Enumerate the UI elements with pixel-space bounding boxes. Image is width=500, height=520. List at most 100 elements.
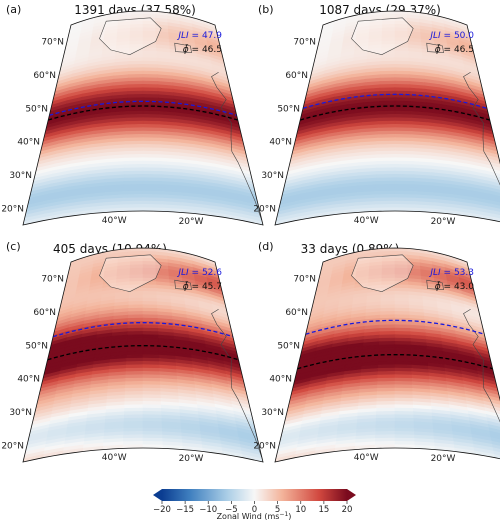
wind-cell [483, 400, 500, 410]
phi-line [300, 105, 490, 121]
lon-tick-label: 40°W [102, 216, 127, 226]
lat-tick-label: 30°N [9, 171, 32, 181]
wind-cell [490, 200, 500, 209]
phi-symbol: ϕ̄ [183, 280, 189, 292]
lat-tick-label: 30°N [261, 408, 284, 418]
iceland-coastline [174, 42, 192, 54]
panel-label: (b) [258, 3, 274, 16]
wind-cell [492, 447, 500, 456]
wind-cell [491, 207, 500, 216]
colorbar-tick-label: 0 [252, 505, 257, 515]
panel-a: (a) 1391 days (37.58%) 70°N60°N50°N40°N3… [1, 3, 264, 227]
jli-value: = 47.9 [189, 31, 223, 41]
panel-label: (d) [258, 240, 274, 253]
wind-cell [487, 424, 500, 433]
iceland-coastline [426, 279, 444, 291]
wind-cell [485, 176, 500, 186]
jli-label: JLI [428, 268, 441, 278]
jli-value: = 50.0 [441, 31, 475, 41]
lon-tick-label: 40°W [354, 453, 379, 463]
lat-tick-label: 40°N [269, 138, 292, 148]
jli-label: JLI [176, 268, 189, 278]
phi-value: = 43.0 [441, 282, 475, 292]
jli-annotation: JLI = 52.6 [176, 268, 222, 278]
map-frame [22, 10, 264, 226]
colorbar-tick-label: −10 [199, 505, 217, 515]
lat-tick-label: 40°N [17, 375, 40, 385]
colorbar-tick-label: −20 [153, 505, 171, 515]
wind-cell [493, 213, 500, 223]
wind-cell [484, 170, 500, 179]
colorbar-label: Zonal Wind (ms−1) [217, 511, 292, 520]
europe-coastline [211, 72, 263, 222]
lat-tick-label: 60°N [33, 308, 56, 318]
europe-coastline [211, 309, 263, 459]
lat-tick-label: 30°N [261, 171, 284, 181]
jli-line [302, 93, 488, 109]
wind-field [23, 11, 263, 225]
colorbar-tick-label: 5 [275, 505, 280, 515]
colorbar-gradient [162, 489, 347, 501]
wind-cell [490, 437, 500, 446]
panel-label: (a) [6, 3, 21, 16]
colorbar-extend-low [153, 489, 162, 501]
colorbar-tick-label: 10 [295, 505, 306, 515]
wind-field [275, 11, 500, 225]
phi-symbol: ϕ̄ [183, 43, 189, 55]
lon-tick-label: 20°W [179, 217, 204, 227]
wind-cell [487, 187, 500, 196]
wind-cell [488, 427, 500, 436]
panel-c: (c) 405 days (10.94%) 70°N60°N50°N40°N30… [1, 240, 264, 464]
lat-tick-label: 20°N [253, 441, 276, 451]
jli-line [305, 319, 485, 335]
lat-tick-label: 60°N [285, 308, 308, 318]
colorbar-tick-label: 15 [318, 505, 329, 515]
lat-tick-label: 40°N [269, 375, 292, 385]
wind-cell [487, 183, 500, 193]
jli-annotation: JLI = 53.3 [428, 268, 474, 278]
lat-tick-label: 70°N [293, 38, 316, 48]
lat-tick-label: 20°N [1, 204, 24, 214]
greenland-coastline [351, 17, 414, 56]
greenland-coastline [351, 254, 414, 293]
wind-cell [483, 166, 500, 176]
lon-tick-label: 40°W [102, 453, 127, 463]
lat-tick-label: 50°N [25, 341, 48, 351]
wind-cell [488, 190, 500, 199]
greenland-coastline [99, 17, 162, 56]
wind-cell [493, 454, 500, 462]
jli-annotation: JLI = 50.0 [428, 31, 474, 41]
jli-value: = 52.6 [189, 268, 223, 278]
colorbar-label-sup: −1 [279, 511, 288, 518]
iceland-coastline [174, 279, 192, 291]
phi-line [48, 105, 238, 121]
panel-b: (b) 1087 days (29.37%) 70°N60°N50°N40°N3… [253, 3, 500, 227]
jli-annotation: JLI = 47.9 [176, 31, 222, 41]
lon-tick-label: 20°W [431, 454, 456, 464]
wind-cell [484, 407, 500, 416]
lat-tick-label: 50°N [277, 104, 300, 114]
colorbar-label-main: Zonal Wind (ms [217, 512, 280, 520]
phi-line [47, 345, 239, 361]
lat-tick-label: 70°N [293, 275, 316, 285]
lon-tick-label: 20°W [431, 217, 456, 227]
wind-cell [481, 156, 500, 166]
phi-annotation: ϕ̄ = 43.0 [435, 280, 475, 292]
lat-tick-label: 70°N [41, 275, 64, 285]
map-frame [274, 247, 500, 463]
wind-cell [485, 413, 500, 423]
lon-tick-label: 20°W [179, 454, 204, 464]
iceland-coastline [426, 42, 444, 54]
colorbar: −20 −15 −10 −5 0 5 10 15 20 Zonal Wind (ms−1) [153, 489, 356, 520]
colorbar-tick-label: −15 [176, 505, 194, 515]
lat-tick-label: 60°N [33, 71, 56, 81]
wind-cell [491, 444, 500, 453]
colorbar-tick-label: 20 [342, 505, 353, 515]
lat-tick-label: 20°N [253, 204, 276, 214]
wind-field [275, 248, 500, 462]
phi-value: = 45.7 [189, 282, 222, 292]
wind-cell [493, 217, 500, 225]
lat-tick-label: 50°N [25, 104, 48, 114]
lat-tick-label: 70°N [41, 38, 64, 48]
